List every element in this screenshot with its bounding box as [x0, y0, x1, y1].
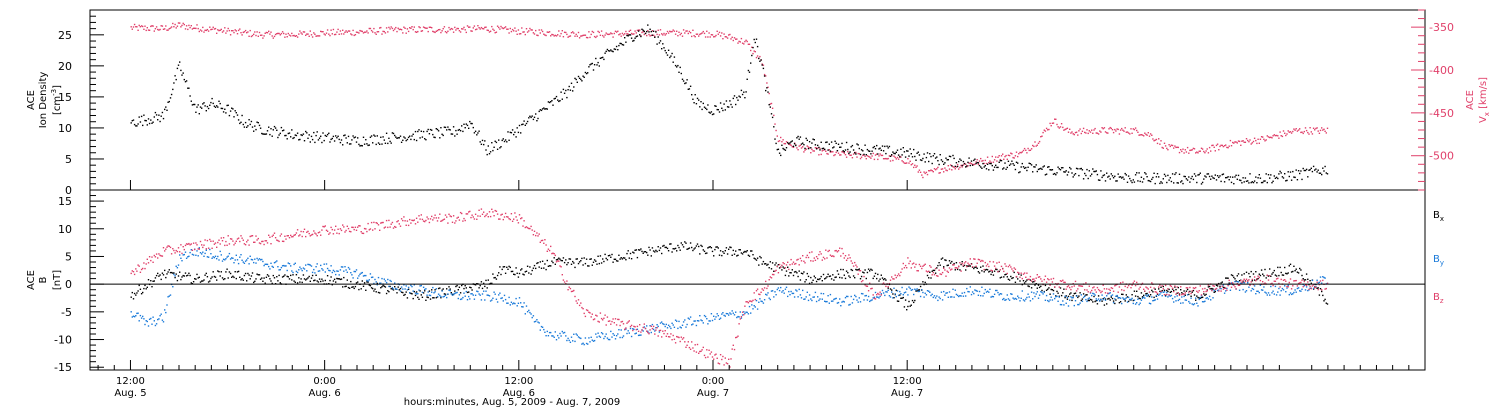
vx-tick-label: -400 — [1429, 64, 1454, 77]
density-tick-label: 10 — [58, 122, 72, 135]
bx-series — [130, 241, 1329, 311]
vx-axis-label-source: ACE — [1465, 90, 1476, 110]
density-tick-label: 5 — [65, 153, 72, 166]
density-axis-label: ACE Ion Density [cm-3] — [26, 72, 63, 129]
legend-by: By — [1433, 254, 1444, 267]
field-axis-label: ACE B [nT] — [26, 270, 63, 290]
field-tick-label: 0 — [65, 278, 72, 291]
density-tick-label: 20 — [58, 60, 72, 73]
field-tick-label: 5 — [65, 250, 72, 263]
density-series — [130, 24, 1329, 185]
density-axis-label-unit: [cm-3] — [50, 85, 63, 115]
density-tick-label: 25 — [58, 29, 72, 42]
density-tick-label: 0 — [65, 184, 72, 197]
field-axis-label-unit: [nT] — [52, 270, 63, 290]
legend-bz: Bz — [1433, 292, 1444, 305]
x-tick-label-date: Aug. 5 — [114, 388, 146, 399]
field-axis-label-source: ACE — [26, 270, 37, 290]
vx-tick-label: -500 — [1429, 150, 1454, 163]
x-tick-label-time: 0:00 — [702, 376, 724, 387]
panel-density-frame — [89, 9, 1426, 191]
x-axis-label: hours:minutes, Aug. 5, 2009 - Aug. 7, 20… — [404, 397, 620, 408]
density-axis-label-source: ACE — [26, 90, 37, 110]
field-tick-label: -15 — [54, 361, 72, 374]
field-tick-label: -10 — [54, 334, 72, 347]
field-tick-label: 10 — [58, 223, 72, 236]
field-tick-label: -5 — [61, 306, 72, 319]
field-tick-label: 15 — [58, 195, 72, 208]
field-axis-label-name: B — [38, 276, 49, 283]
x-tick-label-time: 0:00 — [313, 376, 335, 387]
x-tick-label-time: 12:00 — [504, 376, 533, 387]
bz-series — [130, 208, 1329, 368]
x-tick-label-date: Aug. 6 — [309, 388, 341, 399]
vx-axis-label-name: Vx [km/s] — [1478, 77, 1491, 123]
x-tick-label-time: 12:00 — [893, 376, 922, 387]
x-tick-label-date: Aug. 6 — [503, 388, 535, 399]
panel-field-frame — [89, 189, 1426, 371]
by-series — [130, 247, 1329, 346]
density-axis-label-name: Ion Density — [38, 72, 49, 129]
x-tick-label-date: Aug. 7 — [697, 388, 729, 399]
vx-tick-label: -450 — [1429, 107, 1454, 120]
x-tick-label-time: 12:00 — [116, 376, 145, 387]
x-tick-label-date: Aug. 7 — [891, 388, 923, 399]
vx-tick-label: -350 — [1429, 21, 1454, 34]
legend-bx: Bx — [1433, 210, 1444, 223]
density-tick-label: 15 — [58, 91, 72, 104]
